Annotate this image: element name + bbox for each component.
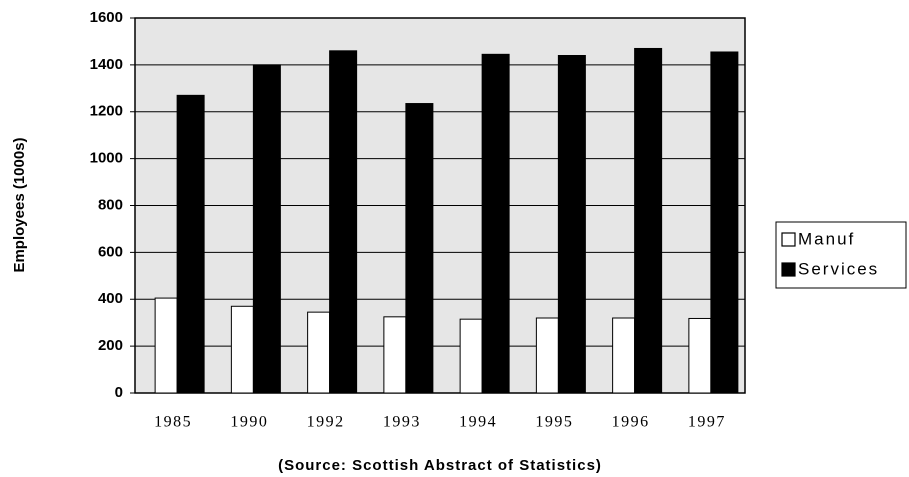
y-tick-label: 400 (98, 290, 123, 307)
bar (557, 55, 586, 394)
x-tick-label: 1994 (459, 414, 497, 431)
bar (612, 317, 636, 394)
x-tick-label: 1995 (535, 414, 573, 431)
x-tick-label: 1990 (230, 414, 268, 431)
bar (252, 64, 281, 394)
bar (710, 51, 739, 394)
bar (176, 94, 205, 394)
legend-swatch (781, 262, 796, 277)
x-tick-label: 1992 (307, 414, 345, 431)
x-tick-label: 1993 (383, 414, 421, 431)
x-tick-label: 1997 (688, 414, 726, 431)
x-axis-label: (Source: Scottish Abstract of Statistics… (278, 457, 602, 474)
y-tick-label: 1600 (90, 9, 123, 26)
bar (307, 311, 331, 394)
bar (481, 53, 510, 394)
x-tick-label: 1996 (612, 414, 650, 431)
bar (383, 316, 407, 394)
x-tick-label: 1985 (154, 414, 192, 431)
bar (154, 297, 178, 394)
legend-label: Services (798, 259, 879, 278)
bar (405, 103, 434, 394)
y-tick-label: 1400 (90, 56, 123, 73)
y-tick-label: 600 (98, 243, 123, 260)
bar (688, 317, 712, 394)
plot-border (134, 17, 746, 394)
y-tick-label: 800 (98, 196, 123, 213)
bar (329, 50, 358, 394)
y-axis-label: Employees (1000s) (11, 137, 28, 272)
legend-label: Manuf (798, 229, 855, 248)
legend-swatch (781, 232, 796, 247)
legend (775, 221, 907, 289)
y-tick-label: 1000 (90, 150, 123, 167)
bar (535, 317, 559, 394)
bar (634, 47, 663, 394)
y-tick-label: 1200 (90, 103, 123, 120)
y-tick-label: 200 (98, 337, 123, 354)
bar (459, 318, 483, 394)
y-tick-label: 0 (115, 384, 123, 401)
bar (230, 305, 254, 394)
